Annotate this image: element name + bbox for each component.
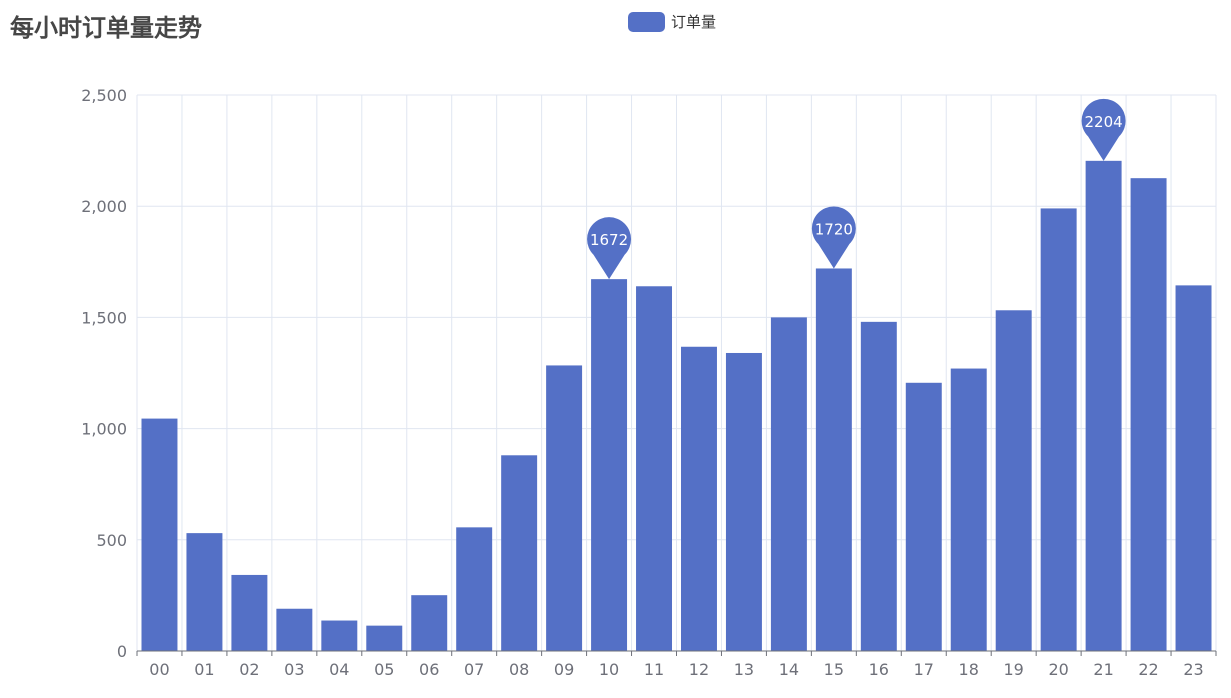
x-tick-label: 01 — [194, 660, 214, 679]
mark-points: 1672 1720 2204 — [587, 98, 1126, 280]
pin-shape — [587, 217, 632, 280]
bar[interactable] — [905, 382, 942, 651]
x-tick-label: 21 — [1093, 660, 1113, 679]
bar[interactable] — [995, 310, 1032, 651]
x-tick-label: 14 — [779, 660, 799, 679]
pin-shape — [1081, 98, 1126, 161]
y-tick-label: 2,500 — [81, 86, 127, 105]
pin-label: 1720 — [815, 220, 853, 238]
bar[interactable] — [276, 608, 313, 651]
x-tick-label: 22 — [1138, 660, 1158, 679]
x-tick-label: 10 — [599, 660, 619, 679]
y-tick-label: 0 — [117, 642, 127, 661]
y-tick-label: 500 — [96, 531, 127, 550]
x-tick-label: 20 — [1048, 660, 1068, 679]
x-tick-label: 06 — [419, 660, 439, 679]
bar[interactable] — [456, 527, 493, 651]
x-tick-label: 07 — [464, 660, 484, 679]
y-tick-label: 1,000 — [81, 420, 127, 439]
bar[interactable] — [770, 317, 807, 651]
bar[interactable] — [591, 279, 628, 651]
x-tick-label: 09 — [554, 660, 574, 679]
bar[interactable] — [366, 625, 403, 651]
x-tick-label: 23 — [1183, 660, 1203, 679]
bar[interactable] — [1130, 178, 1167, 651]
axes: 0 500 1,000 1,500 2,000 2,500 00 01 02 03 04 05 06 07… — [81, 86, 1217, 679]
x-tick-label: 04 — [329, 660, 349, 679]
x-tick-label: 00 — [149, 660, 169, 679]
bar[interactable] — [411, 595, 448, 651]
x-tick-label: 05 — [374, 660, 394, 679]
legend-item-orders[interactable]: 订单量 — [628, 11, 716, 32]
x-tick-label: 15 — [824, 660, 844, 679]
bar[interactable] — [186, 533, 223, 651]
bar[interactable] — [950, 368, 987, 651]
x-tick-label: 02 — [239, 660, 259, 679]
x-tick-label: 16 — [869, 660, 889, 679]
bar[interactable] — [1040, 208, 1077, 651]
mark-point-pin: 1720 — [811, 206, 856, 269]
bar[interactable] — [501, 455, 538, 651]
x-tick-label: 19 — [1004, 660, 1024, 679]
bar[interactable] — [860, 321, 897, 651]
bar[interactable] — [231, 574, 268, 651]
y-tick-label: 1,500 — [81, 308, 127, 327]
bars — [141, 160, 1212, 652]
x-tick-label: 08 — [509, 660, 529, 679]
y-tick-label: 2,000 — [81, 197, 127, 216]
mark-point-pin: 1672 — [587, 217, 632, 280]
bar[interactable] — [815, 268, 852, 651]
bar[interactable] — [546, 365, 583, 651]
x-tick-label: 17 — [914, 660, 934, 679]
bar[interactable] — [725, 352, 762, 651]
bar[interactable] — [321, 620, 358, 651]
grid-lines — [136, 94, 1217, 651]
pin-shape — [811, 206, 856, 269]
x-tick-label: 18 — [959, 660, 979, 679]
bar[interactable] — [1085, 160, 1122, 652]
x-tick-label: 12 — [689, 660, 709, 679]
pin-label: 1672 — [590, 231, 628, 249]
legend-label: 订单量 — [671, 13, 717, 31]
mark-point-pin: 2204 — [1081, 98, 1126, 161]
pin-label: 2204 — [1085, 113, 1123, 131]
bar[interactable] — [141, 418, 178, 651]
legend-swatch — [628, 11, 665, 32]
bar[interactable] — [636, 286, 673, 651]
x-tick-label: 11 — [644, 660, 664, 679]
bar[interactable] — [1175, 285, 1212, 651]
x-tick-label: 03 — [284, 660, 304, 679]
bar[interactable] — [680, 346, 717, 651]
chart-title: 每小时订单量走势 — [10, 14, 202, 42]
x-tick-label: 13 — [734, 660, 754, 679]
